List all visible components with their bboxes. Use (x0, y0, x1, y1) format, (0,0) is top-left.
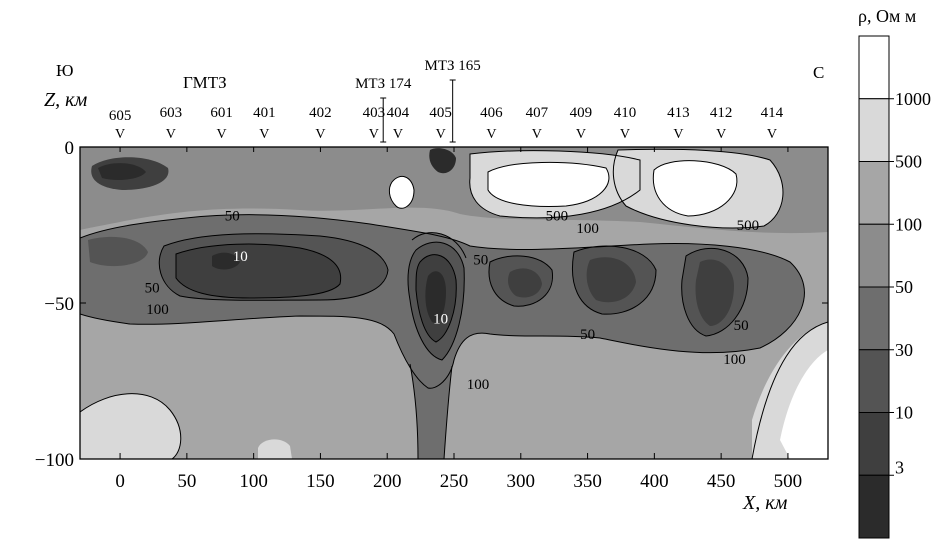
colorbar-level-label: 50 (895, 277, 913, 297)
station-marker: V (716, 127, 726, 142)
y-tick-label: −50 (44, 294, 74, 315)
station-marker: V (393, 127, 403, 142)
station-label: 410 (614, 105, 637, 121)
x-tick-label: 400 (640, 471, 669, 492)
x-tick-label: 300 (507, 471, 536, 492)
y-tick-label: 0 (65, 138, 75, 159)
colorbar-segment (858, 35, 890, 100)
direction-right-label: С (813, 63, 824, 82)
station-label: 407 (526, 105, 549, 121)
station-label: 414 (761, 105, 784, 121)
x-tick-label: 250 (440, 471, 469, 492)
colorbar-segment (858, 349, 890, 413)
contour-label: 100 (467, 377, 490, 393)
x-axis: 0 50 100 150 200 250 300 350 400 450 500 (115, 147, 802, 492)
station-marker: V (436, 127, 446, 142)
station-marker: V (576, 127, 586, 142)
contour-label: 50 (734, 318, 749, 334)
contour-label: 50 (145, 280, 160, 296)
station-marker: V (315, 127, 325, 142)
station-label: 601 (210, 105, 233, 121)
colorbar-segment (858, 161, 890, 225)
x-tick-label: 450 (707, 471, 736, 492)
colorbar: 1000 500 100 50 30 10 3 (858, 35, 931, 539)
station-markers: 605 V 603 V 601 V 401 V 402 V 403 V 404 V 405 V 406 V 407 V… (109, 58, 784, 143)
direction-left-label: Ю (56, 61, 73, 80)
contour-label: 500 (737, 218, 760, 234)
colorbar-segment (858, 286, 890, 351)
station-label: 405 (429, 105, 452, 121)
special-station-label: МТЗ 174 (355, 76, 412, 92)
colorbar-level-label: 30 (895, 340, 913, 360)
station-marker: V (259, 127, 269, 142)
x-tick-label: 0 (115, 471, 125, 492)
colorbar-title: ρ, Ом м (858, 6, 916, 26)
station-label: 412 (710, 105, 733, 121)
station-marker: V (620, 127, 630, 142)
x-tick-label: 200 (373, 471, 402, 492)
contour-label: 500 (546, 209, 569, 225)
y-tick-label: −100 (35, 450, 74, 471)
station-marker: V (532, 127, 542, 142)
colorbar-level-label: 10 (895, 403, 913, 423)
station-marker: V (166, 127, 176, 142)
colorbar-segment (858, 412, 890, 476)
colorbar-level-label: 1000 (895, 89, 931, 109)
contour-label: 50 (473, 252, 488, 268)
x-tick-label: 350 (573, 471, 602, 492)
contour-label: 100 (146, 302, 169, 318)
station-label: 402 (309, 105, 332, 121)
contour-labels: 10 10 50 50 100 50 500 100 500 50 100 50 100 (145, 209, 759, 393)
station-label: 401 (253, 105, 276, 121)
profile-label: ГМТЗ (183, 73, 227, 92)
special-station-label: МТЗ 165 (425, 58, 481, 74)
contour-label: 10 (433, 312, 448, 328)
y-axis: 0 −50 −100 (35, 138, 828, 471)
y-axis-title: Z, км (44, 89, 87, 111)
contour-label: 100 (576, 221, 599, 237)
station-label: 406 (480, 105, 503, 121)
colorbar-segment (858, 474, 890, 539)
colorbar-level-label: 500 (895, 152, 922, 172)
x-tick-label: 150 (306, 471, 335, 492)
x-tick-label: 500 (774, 471, 803, 492)
station-marker: V (673, 127, 683, 142)
station-label: 404 (387, 105, 410, 121)
x-tick-label: 100 (239, 471, 268, 492)
colorbar-level-label: 3 (895, 457, 904, 477)
contour-label: 50 (225, 209, 240, 225)
contour-label: 50 (580, 327, 595, 343)
x-axis-title: X, км (742, 492, 788, 514)
station-label: 603 (160, 105, 183, 121)
colorbar-segment (858, 98, 890, 162)
station-marker: V (486, 127, 496, 142)
station-marker: V (767, 127, 777, 142)
station-marker: V (217, 127, 227, 142)
contour-label: 100 (723, 352, 746, 368)
station-label: 605 (109, 108, 132, 124)
station-label: 403 (363, 105, 386, 121)
x-tick-label: 50 (177, 471, 196, 492)
colorbar-level-label: 100 (895, 214, 922, 234)
colorbar-segment (858, 223, 890, 288)
station-marker: V (115, 127, 125, 142)
station-label: 413 (667, 105, 690, 121)
contour-label: 10 (233, 249, 248, 265)
station-marker: V (369, 127, 379, 142)
section-field (80, 147, 828, 459)
station-label: 409 (570, 105, 593, 121)
